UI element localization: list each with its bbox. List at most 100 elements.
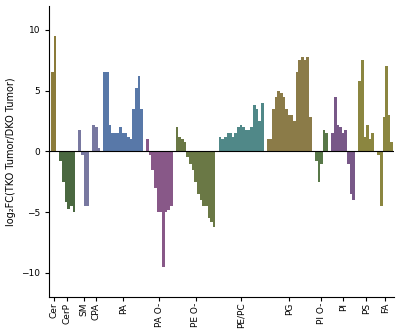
Bar: [208, 151, 210, 218]
Bar: [194, 151, 197, 182]
Bar: [304, 60, 306, 151]
Bar: [256, 109, 258, 151]
Bar: [298, 60, 301, 151]
Bar: [51, 72, 54, 151]
Bar: [130, 139, 132, 151]
Bar: [109, 125, 111, 151]
Bar: [372, 133, 374, 151]
Bar: [344, 130, 347, 151]
Bar: [248, 130, 250, 151]
Bar: [320, 151, 323, 164]
Bar: [84, 151, 86, 206]
Bar: [116, 133, 119, 151]
Bar: [258, 121, 261, 151]
Bar: [132, 109, 135, 151]
Bar: [347, 151, 350, 164]
Bar: [369, 139, 372, 151]
Bar: [111, 133, 114, 151]
Bar: [167, 151, 170, 210]
Bar: [192, 151, 194, 170]
Bar: [119, 127, 122, 151]
Bar: [95, 127, 98, 151]
Bar: [186, 151, 189, 158]
Bar: [98, 148, 100, 151]
Bar: [339, 127, 342, 151]
Bar: [323, 130, 326, 151]
Bar: [352, 151, 355, 200]
Bar: [334, 97, 336, 151]
Bar: [178, 137, 181, 151]
Bar: [159, 151, 162, 212]
Bar: [240, 125, 242, 151]
Bar: [62, 151, 65, 182]
Bar: [60, 151, 62, 161]
Bar: [189, 151, 192, 164]
Bar: [234, 133, 237, 151]
Bar: [103, 72, 106, 151]
Bar: [293, 121, 296, 151]
Bar: [296, 72, 298, 151]
Bar: [124, 133, 127, 151]
Bar: [106, 72, 109, 151]
Bar: [285, 109, 288, 151]
Bar: [202, 151, 205, 206]
Bar: [78, 130, 81, 151]
Bar: [366, 125, 369, 151]
Bar: [250, 127, 253, 151]
Bar: [342, 133, 344, 151]
Bar: [138, 76, 140, 151]
Bar: [170, 151, 173, 206]
Bar: [114, 133, 116, 151]
Bar: [181, 139, 184, 151]
Bar: [226, 133, 229, 151]
Bar: [54, 36, 56, 151]
Bar: [152, 151, 154, 170]
Bar: [283, 97, 285, 151]
Bar: [200, 151, 202, 200]
Bar: [184, 142, 186, 151]
Bar: [290, 115, 293, 151]
Bar: [280, 93, 283, 151]
Bar: [275, 97, 277, 151]
Bar: [269, 139, 272, 151]
Bar: [176, 127, 178, 151]
Bar: [301, 56, 304, 151]
Bar: [135, 88, 138, 151]
Bar: [229, 133, 232, 151]
Bar: [219, 137, 221, 151]
Bar: [210, 151, 213, 222]
Bar: [350, 151, 352, 194]
Bar: [390, 142, 393, 151]
Bar: [306, 56, 309, 151]
Bar: [380, 151, 382, 206]
Bar: [154, 151, 157, 188]
Bar: [288, 115, 290, 151]
Bar: [315, 151, 318, 161]
Bar: [73, 151, 75, 212]
Bar: [309, 117, 312, 151]
Bar: [261, 103, 264, 151]
Bar: [253, 105, 256, 151]
Bar: [165, 151, 167, 212]
Bar: [331, 133, 334, 151]
Bar: [140, 109, 143, 151]
Bar: [81, 151, 84, 155]
Bar: [149, 151, 152, 155]
Bar: [127, 137, 130, 151]
Bar: [70, 151, 73, 206]
Bar: [197, 151, 200, 194]
Bar: [242, 127, 245, 151]
Bar: [205, 151, 208, 206]
Bar: [385, 66, 388, 151]
Bar: [92, 125, 95, 151]
Bar: [245, 130, 248, 151]
Bar: [318, 151, 320, 182]
Bar: [361, 60, 364, 151]
Bar: [382, 117, 385, 151]
Bar: [358, 81, 361, 151]
Bar: [146, 139, 149, 151]
Bar: [224, 137, 226, 151]
Bar: [157, 151, 159, 212]
Bar: [65, 151, 67, 202]
Bar: [377, 151, 380, 155]
